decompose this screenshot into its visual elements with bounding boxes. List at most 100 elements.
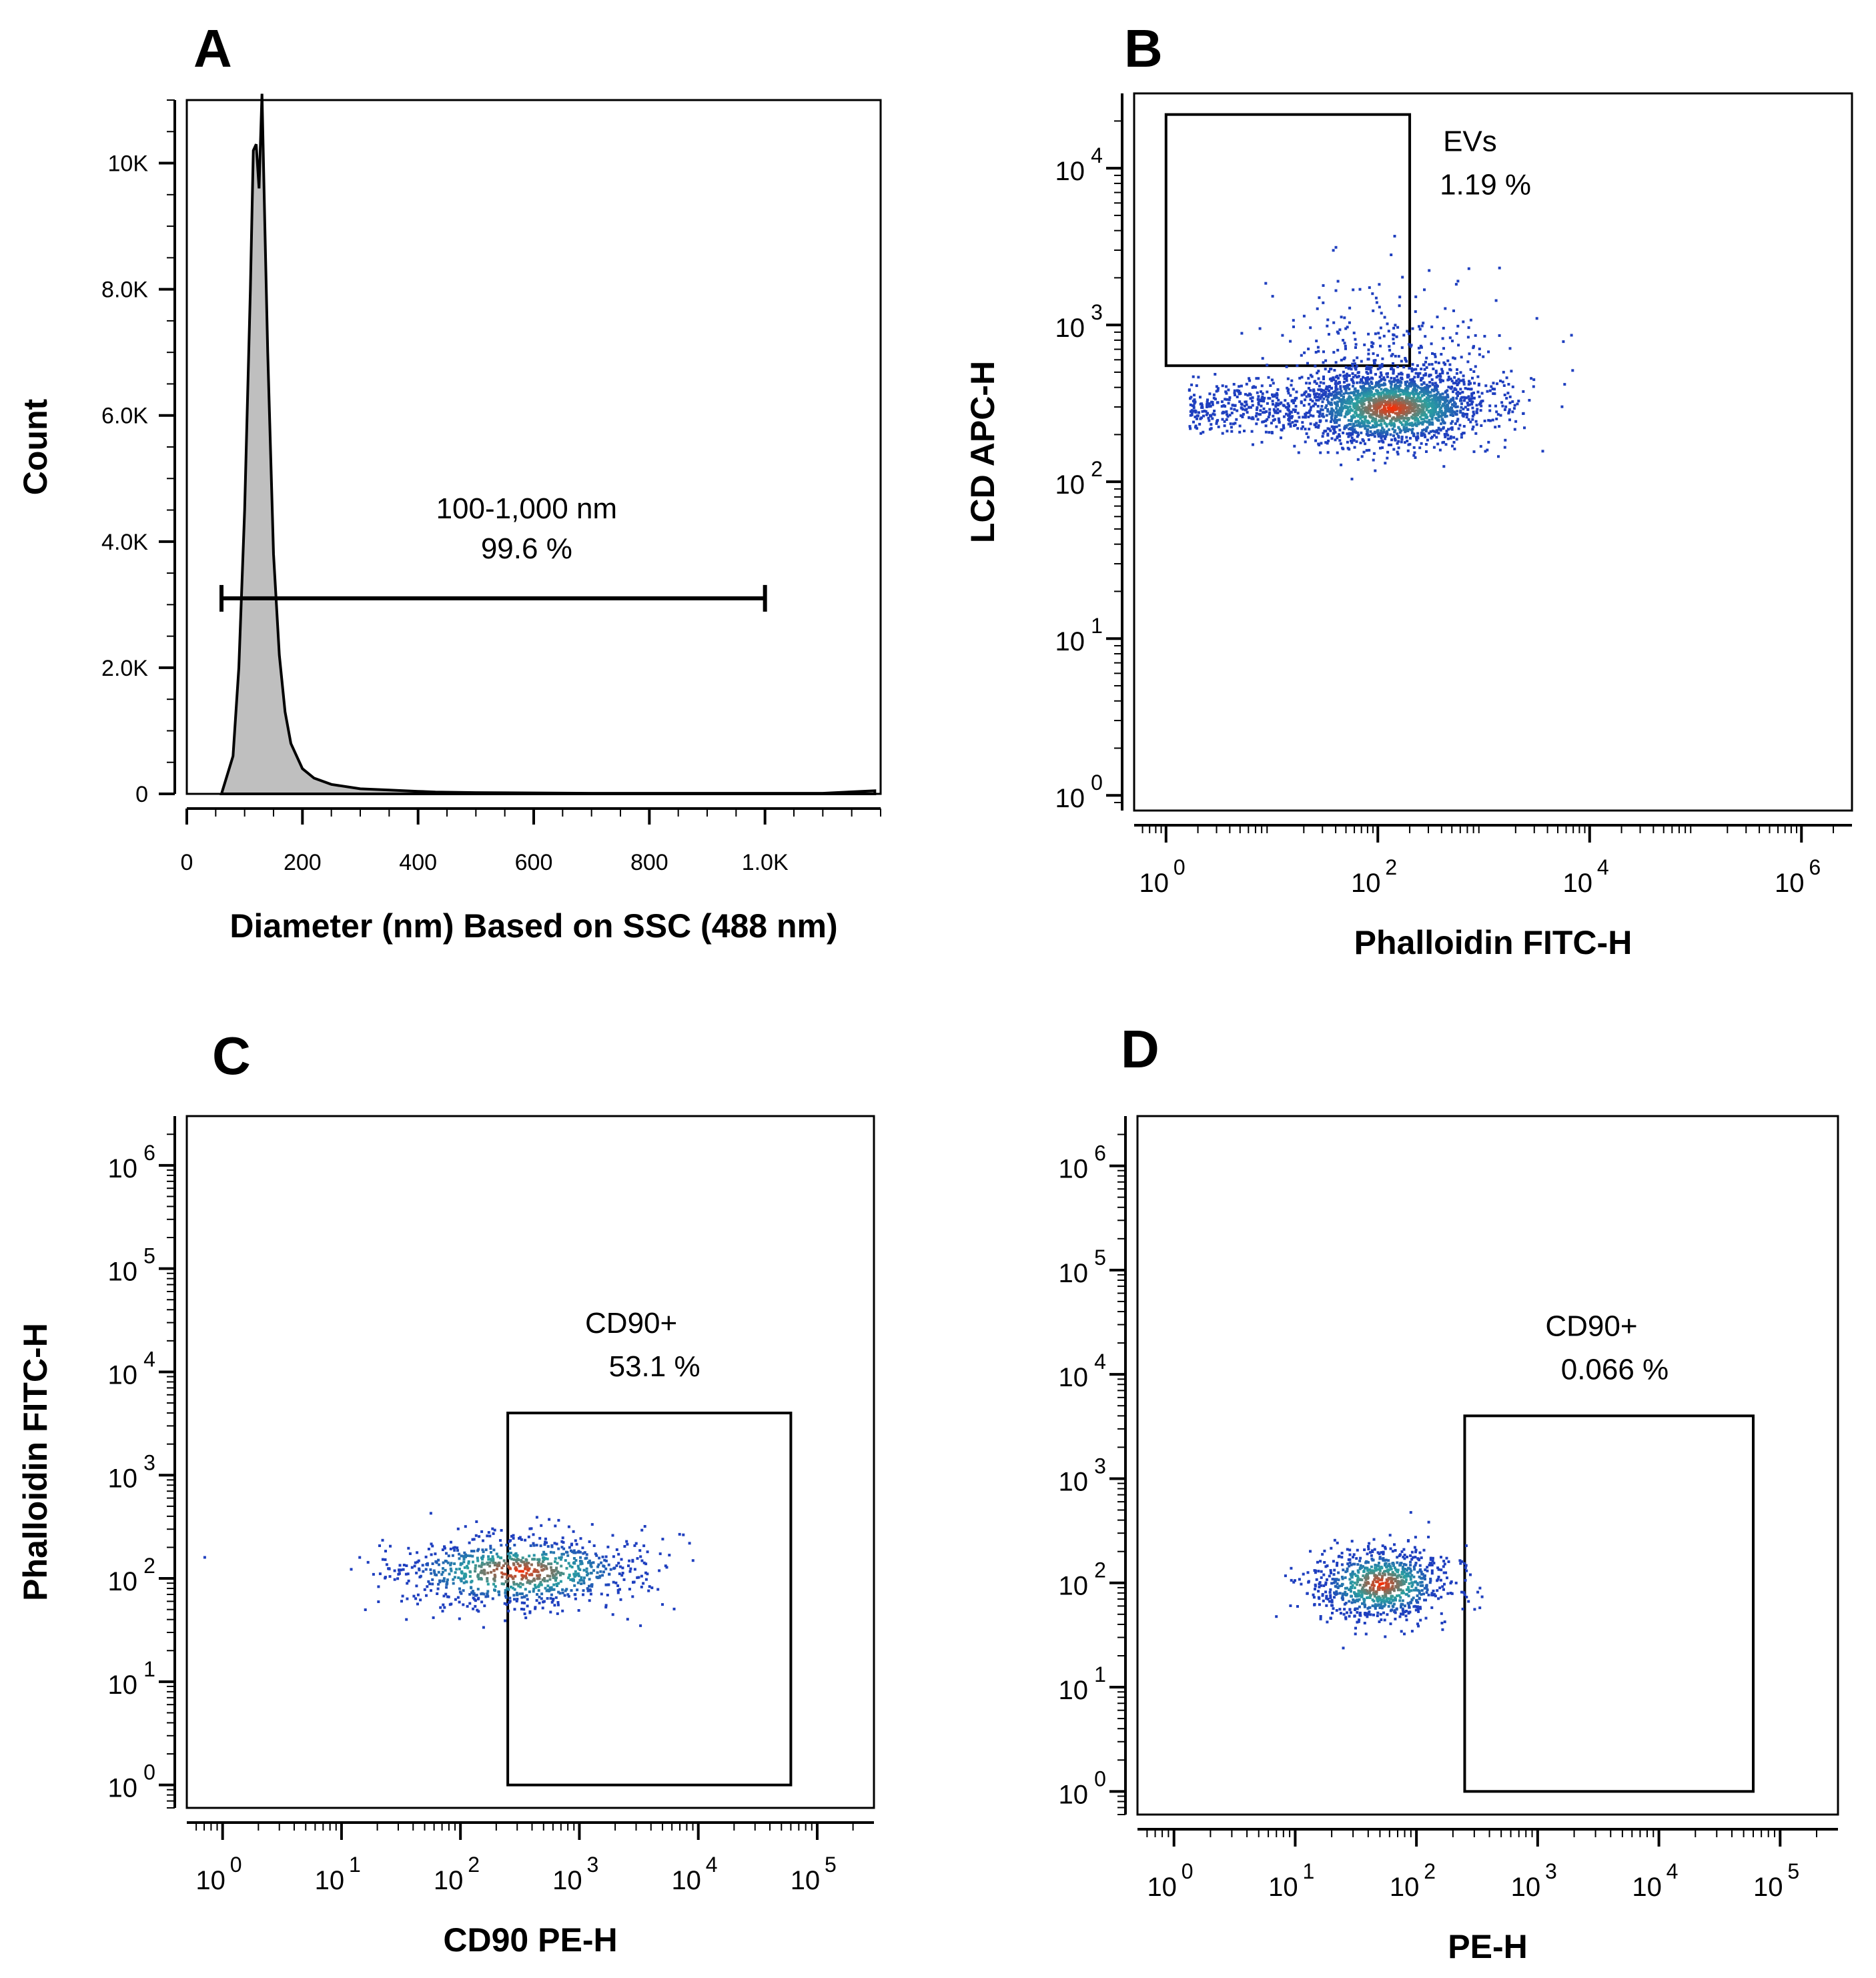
event-dot bbox=[1350, 1594, 1353, 1598]
event-dot bbox=[1340, 404, 1343, 408]
event-dot bbox=[1359, 441, 1362, 444]
event-dot bbox=[1422, 428, 1426, 432]
event-dot bbox=[463, 1566, 466, 1569]
event-dot bbox=[1330, 1600, 1334, 1604]
event-dot bbox=[1447, 401, 1450, 404]
event-dot bbox=[1372, 411, 1376, 414]
event-dot bbox=[554, 1560, 556, 1563]
event-dot bbox=[453, 1549, 456, 1552]
event-dot bbox=[1364, 1578, 1368, 1581]
event-dot bbox=[1276, 388, 1280, 391]
event-dot bbox=[1359, 1578, 1362, 1581]
event-dot bbox=[1378, 1561, 1380, 1564]
event-dot bbox=[1328, 333, 1330, 336]
event-dot bbox=[578, 1579, 582, 1582]
event-dot bbox=[431, 1562, 434, 1565]
event-dot bbox=[1388, 414, 1391, 417]
event-dot bbox=[1243, 404, 1246, 408]
event-dot bbox=[573, 1593, 576, 1596]
event-dot bbox=[1383, 1590, 1386, 1593]
event-dot bbox=[1402, 334, 1406, 337]
y-tick-label: 10 bbox=[1059, 1780, 1089, 1809]
event-dot bbox=[599, 1570, 602, 1573]
event-dot bbox=[1409, 1554, 1412, 1557]
event-dot bbox=[1301, 421, 1304, 424]
event-dot bbox=[1396, 365, 1400, 368]
event-dot bbox=[1290, 379, 1294, 382]
event-dot bbox=[480, 1530, 484, 1533]
event-dot bbox=[1417, 374, 1420, 377]
event-dot bbox=[1436, 419, 1440, 422]
event-dot bbox=[1491, 388, 1494, 390]
event-dot bbox=[1438, 399, 1441, 402]
event-dot bbox=[1333, 426, 1336, 428]
event-dot bbox=[1332, 391, 1335, 394]
event-dot bbox=[1255, 422, 1258, 426]
event-dot bbox=[1403, 416, 1406, 420]
event-dot bbox=[1333, 1538, 1336, 1542]
event-dot bbox=[1442, 398, 1445, 402]
event-dot bbox=[588, 1540, 591, 1543]
event-dot bbox=[1364, 418, 1367, 422]
event-dot bbox=[1388, 1591, 1392, 1594]
event-dot bbox=[460, 1580, 463, 1582]
event-dot bbox=[1355, 365, 1358, 368]
event-dot bbox=[1375, 389, 1378, 392]
event-dot bbox=[1355, 405, 1358, 408]
event-dot bbox=[1370, 390, 1373, 394]
event-dot bbox=[1295, 390, 1298, 394]
event-dot bbox=[1292, 402, 1296, 404]
event-dot bbox=[464, 1525, 467, 1528]
event-dot bbox=[1408, 422, 1412, 425]
event-dot bbox=[557, 1547, 560, 1550]
event-dot bbox=[1408, 428, 1411, 431]
event-dot bbox=[1404, 1568, 1407, 1570]
event-dot bbox=[584, 1557, 587, 1560]
event-dot bbox=[479, 1571, 482, 1574]
event-dot bbox=[1402, 1555, 1405, 1558]
event-dot bbox=[1428, 402, 1432, 406]
event-dot bbox=[536, 1577, 539, 1580]
event-dot bbox=[1373, 435, 1376, 438]
event-dot bbox=[476, 1575, 480, 1578]
event-dot bbox=[1336, 374, 1339, 378]
event-dot bbox=[524, 1538, 527, 1542]
event-dot bbox=[1300, 1582, 1303, 1586]
event-dot bbox=[1300, 394, 1304, 397]
event-dot bbox=[1366, 380, 1369, 383]
event-dot bbox=[533, 1568, 536, 1571]
event-dot bbox=[1369, 371, 1372, 374]
event-dot bbox=[1406, 330, 1409, 333]
event-dot bbox=[393, 1569, 396, 1572]
event-dot bbox=[1326, 324, 1329, 328]
event-dot bbox=[1388, 1534, 1392, 1537]
event-dot bbox=[1342, 370, 1345, 374]
event-dot bbox=[1318, 420, 1322, 424]
event-dot bbox=[1315, 392, 1318, 396]
event-dot bbox=[1193, 402, 1196, 405]
event-dot bbox=[1366, 424, 1370, 428]
event-dot bbox=[1441, 370, 1444, 373]
event-dot bbox=[1360, 422, 1363, 425]
event-dot bbox=[515, 1592, 518, 1595]
y-tick-exponent: 1 bbox=[1091, 614, 1103, 638]
event-dot bbox=[1396, 450, 1399, 454]
x-tick-exponent: 4 bbox=[706, 1853, 718, 1877]
event-dot bbox=[1360, 1566, 1363, 1569]
event-dot bbox=[1334, 390, 1337, 393]
event-dot bbox=[1442, 427, 1445, 430]
event-dot bbox=[1338, 428, 1342, 432]
event-dot bbox=[1382, 1550, 1385, 1554]
event-dot bbox=[1394, 1611, 1397, 1614]
event-dot bbox=[1362, 411, 1365, 414]
event-dot bbox=[1382, 1596, 1385, 1600]
event-dot bbox=[525, 1572, 528, 1575]
event-dot bbox=[1217, 425, 1220, 428]
event-dot bbox=[1346, 410, 1349, 414]
event-dot bbox=[1400, 398, 1404, 402]
event-dot bbox=[487, 1558, 490, 1561]
event-dot bbox=[483, 1572, 486, 1576]
event-dot bbox=[1434, 370, 1438, 373]
event-dot bbox=[628, 1559, 631, 1562]
event-dot bbox=[1308, 428, 1311, 431]
